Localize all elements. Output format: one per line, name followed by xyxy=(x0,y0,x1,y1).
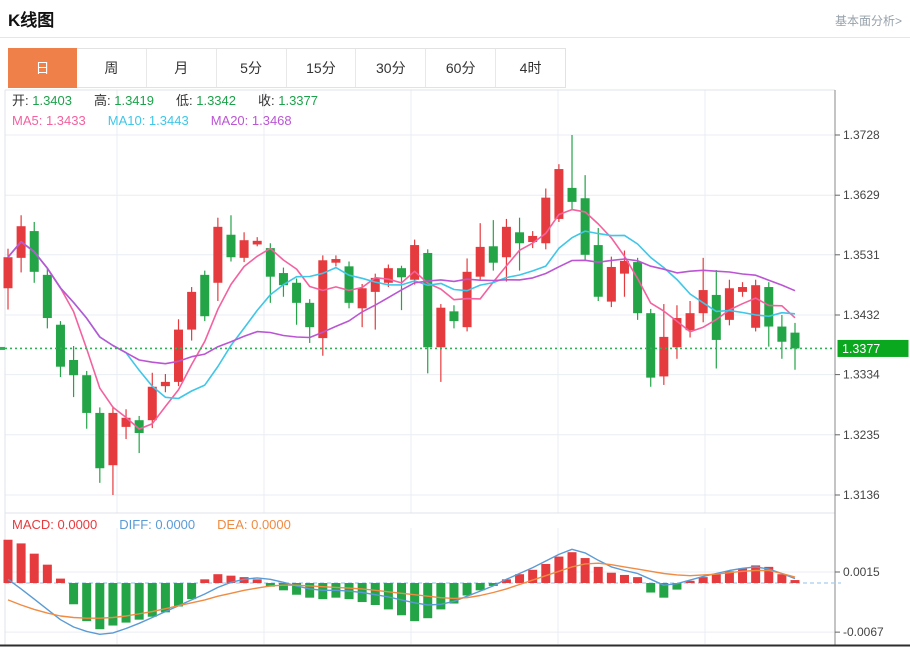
tab-周[interactable]: 周 xyxy=(77,49,147,87)
period-tabbar: 日周月 5分 15分 30分 60分 4时 xyxy=(8,48,566,88)
tab-月[interactable]: 月 xyxy=(147,49,217,87)
ohlc-low: 低: 1.3342 xyxy=(176,93,236,108)
tab-30分[interactable]: 30分 xyxy=(356,49,427,87)
macd-panel xyxy=(3,539,841,635)
macd-axis: 0.0015 -0.0067 xyxy=(835,565,884,639)
tab-4时[interactable]: 4时 xyxy=(519,60,542,76)
grid-lines xyxy=(5,90,835,644)
svg-text:1.3334: 1.3334 xyxy=(843,368,880,382)
ma5-line xyxy=(7,208,796,430)
ma10-line xyxy=(7,230,796,400)
kline-chart[interactable]: 1.3728 1.3629 1.3531 1.3432 1.3334 1.3235 1.31… xyxy=(0,88,910,647)
macd-info: MACD: 0.0000 DIFF: 0.0000 DEA: 0.0000 xyxy=(12,516,313,534)
ohlc-info: 开: 1.3403 高: 1.3419 低: 1.3342 收: 1.3377 xyxy=(12,92,340,110)
svg-text:1.3728: 1.3728 xyxy=(843,128,880,142)
tab-日[interactable]: 日 xyxy=(8,48,77,88)
ma-ma5: MA5: 1.3433 xyxy=(12,113,86,128)
tab-60分[interactable]: 60分 xyxy=(426,49,497,87)
ma-info: MA5: 1.3433 MA10: 1.3443 MA20: 1.3468 xyxy=(12,112,314,130)
macd-diff: DIFF: 0.0000 xyxy=(119,517,196,532)
header-divider xyxy=(0,37,910,38)
fundamental-analysis-link[interactable]: 基本面分析> xyxy=(834,14,902,28)
svg-text:-0.0067: -0.0067 xyxy=(843,625,884,639)
svg-text:1.3235: 1.3235 xyxy=(843,428,880,442)
macd-macd: MACD: 0.0000 xyxy=(12,517,98,532)
svg-text:1.3629: 1.3629 xyxy=(843,188,880,202)
svg-text:1.3377: 1.3377 xyxy=(842,342,880,356)
ma20-line xyxy=(7,240,796,365)
candlesticks xyxy=(3,135,800,495)
tab-5分[interactable]: 5分 xyxy=(217,49,287,87)
ohlc-open: 开: 1.3403 xyxy=(12,93,72,108)
ohlc-high: 高: 1.3419 xyxy=(94,93,154,108)
current-price-tag: 1.3377 xyxy=(837,339,909,357)
ma-lines xyxy=(7,208,796,430)
macd-dea: DEA: 0.0000 xyxy=(217,517,291,532)
page-title: K线图 xyxy=(8,11,55,30)
svg-text:0.0015: 0.0015 xyxy=(843,565,880,579)
svg-text:1.3432: 1.3432 xyxy=(843,308,880,322)
ma-ma10: MA10: 1.3443 xyxy=(107,113,189,128)
svg-text:1.3531: 1.3531 xyxy=(843,248,880,262)
ohlc-close: 收: 1.3377 xyxy=(258,93,318,108)
price-axis: 1.3728 1.3629 1.3531 1.3432 1.3334 1.3235 1.31… xyxy=(835,128,880,502)
svg-text:1.3136: 1.3136 xyxy=(843,488,880,502)
tab-15分[interactable]: 15分 xyxy=(287,49,357,87)
diff-line xyxy=(7,548,796,635)
page-header: K线图 基本面分析> xyxy=(0,0,910,37)
dea-line xyxy=(7,562,796,619)
ma-ma20: MA20: 1.3468 xyxy=(210,113,292,128)
